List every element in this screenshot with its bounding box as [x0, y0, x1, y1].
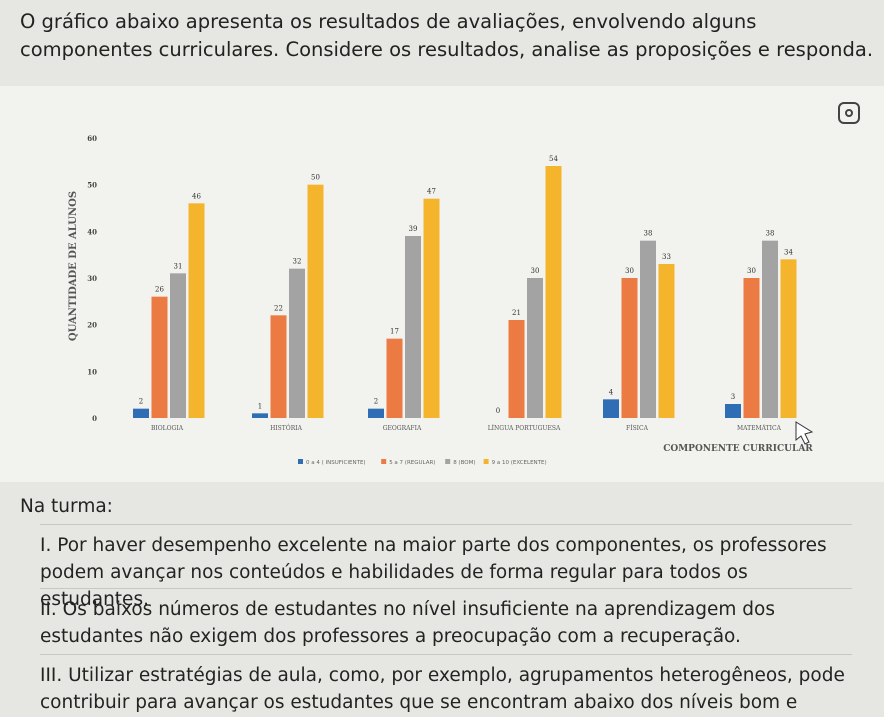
bar	[151, 296, 168, 418]
proposition-3: III. Utilizar estratégias de aula, como,…	[40, 665, 845, 713]
bar	[423, 198, 440, 418]
bar	[133, 408, 149, 418]
bar	[725, 404, 741, 418]
bar	[640, 240, 656, 418]
data-label: 30	[747, 267, 756, 275]
category-label: GEOGRAFIA	[383, 425, 422, 432]
data-label: 2	[139, 398, 143, 406]
x-axis-label: COMPONENTE CURRICULAR	[663, 444, 813, 454]
y-tick-label: 30	[87, 274, 97, 283]
bar	[289, 268, 305, 418]
data-label: 3	[731, 393, 735, 401]
data-label: 21	[512, 309, 521, 317]
data-label: 1	[258, 402, 262, 410]
bar	[762, 240, 778, 418]
data-label: 39	[409, 225, 418, 233]
bar	[252, 413, 268, 418]
category-label: HISTÓRIA	[270, 424, 303, 432]
question-intro: O gráfico abaixo apresenta os resultados…	[20, 10, 874, 61]
bar	[658, 264, 675, 418]
chart-panel: 2 26 31 46 1 22 32 50 2 17 39 47 0 21 30 54 4 30 38 33 3 30 38…	[0, 86, 884, 482]
na-turma-label: Na turma:	[20, 496, 113, 517]
data-label: 46	[192, 192, 201, 200]
bar	[621, 278, 638, 418]
category-label: FÍSICA	[626, 425, 649, 432]
data-label: 2	[374, 398, 378, 406]
bar	[368, 408, 384, 418]
y-tick-label: 60	[87, 134, 97, 143]
proposition-1: I. Por haver desempenho excelente na mai…	[40, 535, 827, 610]
bar-chart: 2263146122325021739470213054430383333038…	[68, 134, 814, 466]
bar	[170, 273, 186, 418]
category-label: BIOLOGIA	[151, 425, 184, 432]
proposition-2: II. Os baixos números de estudantes no n…	[40, 599, 775, 647]
legend-swatch	[445, 459, 451, 464]
cursor-arrow-icon	[795, 421, 814, 445]
data-label: 47	[427, 188, 436, 196]
data-label: 30	[625, 267, 634, 275]
data-label: 31	[174, 262, 183, 270]
legend-entry: 0 a 4 ( INSUFICIENTE)	[306, 460, 366, 466]
legend-swatch	[298, 459, 303, 464]
data-label: 33	[662, 253, 671, 261]
data-label: 50	[311, 174, 320, 182]
data-label: 17	[390, 328, 399, 336]
category-label: LÍNGUA PORTUGUESA	[488, 425, 561, 432]
bar	[508, 320, 525, 418]
bar	[188, 203, 205, 418]
divider	[40, 654, 852, 655]
data-label: 32	[293, 258, 302, 266]
bar	[527, 278, 543, 418]
legend-entry: 8 (BOM)	[453, 460, 475, 466]
category-label: MATEMÁTICA	[737, 425, 782, 432]
divider	[40, 588, 852, 589]
bar	[545, 166, 562, 418]
legend-swatch	[381, 459, 387, 464]
legend-entry: 5 a 7 (REGULAR)	[389, 460, 435, 466]
data-label: 34	[784, 248, 793, 256]
bar	[386, 338, 403, 418]
propositions-area: Na turma: I. Por haver desempenho excele…	[0, 482, 884, 717]
bar	[405, 236, 421, 418]
legend-swatch	[483, 459, 489, 464]
y-axis-label: QUANTIDADE DE ALUNOS	[68, 191, 79, 341]
data-label: 0	[496, 407, 500, 415]
data-label: 38	[644, 230, 653, 238]
y-tick-label: 10	[87, 367, 97, 376]
data-label: 54	[549, 155, 558, 163]
bar	[270, 315, 287, 418]
data-label: 4	[609, 388, 614, 396]
bar	[780, 259, 797, 418]
divider	[40, 524, 852, 525]
y-tick-label: 50	[87, 181, 97, 190]
y-tick-label: 20	[87, 321, 97, 330]
bar	[307, 184, 324, 418]
legend-entry: 9 a 10 (EXCELENTE)	[492, 460, 547, 466]
y-tick-label: 0	[92, 414, 97, 423]
bar	[743, 278, 760, 418]
bar	[603, 399, 619, 418]
data-label: 22	[274, 304, 283, 312]
data-label: 30	[531, 267, 540, 275]
data-label: 38	[766, 230, 775, 238]
camera-icon[interactable]	[838, 102, 860, 124]
y-tick-label: 40	[87, 227, 97, 236]
data-label: 26	[155, 286, 164, 294]
